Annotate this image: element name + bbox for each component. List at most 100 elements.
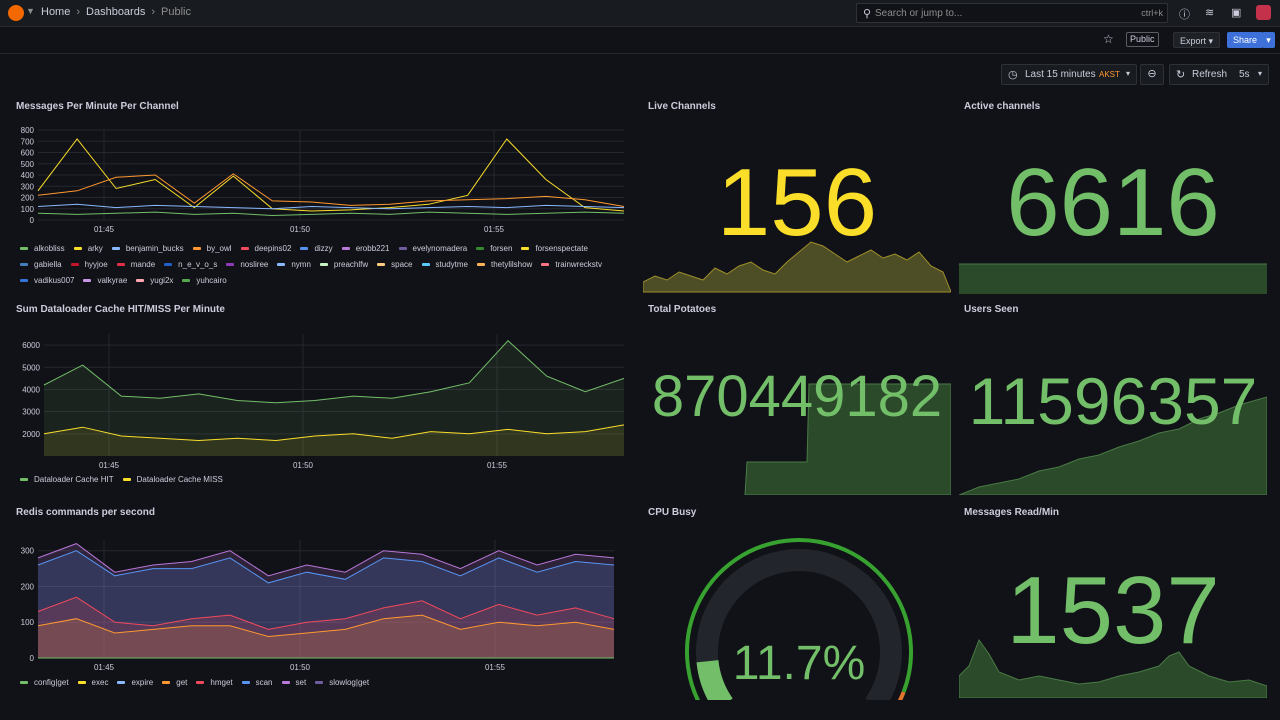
share-options-button[interactable]: ▾ (1262, 32, 1275, 48)
legend-label: set (295, 678, 307, 687)
legend-item[interactable]: mande (116, 257, 155, 273)
panel-title-total-potatoes[interactable]: Total Potatoes (648, 304, 717, 315)
panel-title-redis[interactable]: Redis commands per second (16, 507, 155, 518)
legend-item[interactable]: get (162, 678, 187, 687)
legend-swatch (277, 263, 286, 267)
panel-title-live-channels[interactable]: Live Channels (648, 101, 716, 112)
series-line[interactable] (37, 550, 615, 584)
panel-title-messages-read[interactable]: Messages Read/Min (964, 507, 1060, 518)
legend-item[interactable]: nymn (277, 257, 311, 273)
legend-item[interactable]: forsenspectate (521, 241, 588, 257)
legend-item[interactable]: slowlog|get (315, 678, 369, 687)
star-icon[interactable]: ☆ (1103, 32, 1114, 46)
legend-item[interactable]: evelynomadera (398, 241, 468, 257)
legend-item[interactable]: alkobliss (20, 241, 65, 257)
zoom-out-button[interactable]: ⊖ (1140, 64, 1164, 85)
legend-item[interactable]: deepins02 (240, 241, 291, 257)
legend-item[interactable]: yuhcairo (182, 273, 227, 289)
news-rss-icon[interactable]: ≋ (1205, 7, 1215, 19)
grafana-logo-icon[interactable] (8, 5, 24, 21)
legend-item[interactable]: scan (241, 678, 273, 687)
x-tick-label: 01:45 (99, 461, 120, 470)
legend-item[interactable]: trainwreckstv (541, 257, 602, 273)
legend-item[interactable]: Dataloader Cache HIT (20, 475, 114, 484)
legend-swatch (315, 681, 324, 685)
redis-commands-chart[interactable]: 0 100 200 300 01:45 01:50 01:55 (16, 532, 618, 676)
kiosk-monitor-icon[interactable]: ▣ (1231, 7, 1242, 19)
legend-swatch (196, 681, 205, 685)
legend-item[interactable]: Dataloader Cache MISS (122, 475, 223, 484)
series-line[interactable] (37, 543, 615, 577)
series-line[interactable] (37, 614, 615, 638)
legend-item[interactable]: expire (117, 678, 153, 687)
top-navbar: ▼ Home › Dashboards › Public ⚲ Search or jum… (0, 0, 1280, 27)
series-line[interactable] (37, 203, 625, 210)
legend-item[interactable]: studytme (421, 257, 468, 273)
messages-per-minute-chart[interactable]: 0 100 200 300 400 500 600 700 800 01:45 01:50 01:55 (16, 122, 628, 238)
legend-item[interactable]: thetylilshow (476, 257, 532, 273)
panel-title-cache[interactable]: Sum Dataloader Cache HIT/MISS Per Minute (16, 304, 225, 315)
series-area (38, 615, 614, 658)
refresh-button[interactable]: ↻ Refresh 5s ▾ (1169, 64, 1269, 85)
series-line[interactable] (37, 173, 625, 207)
breadcrumb-dashboards[interactable]: Dashboards (86, 6, 146, 18)
legend-item[interactable]: valkyrae (83, 273, 127, 289)
legend-swatch (541, 263, 550, 267)
legend-label: n_e_v_o_s (178, 260, 218, 269)
legend-item[interactable]: preachlfw (319, 257, 368, 273)
series-line[interactable] (37, 596, 615, 630)
legend-item[interactable]: arky (73, 241, 103, 257)
series-line[interactable] (43, 339, 625, 404)
legend-item[interactable]: exec (77, 678, 108, 687)
legend-label: hmget (210, 678, 233, 687)
help-icon[interactable]: ⓘ (1179, 9, 1190, 21)
panel-title-users-seen[interactable]: Users Seen (964, 304, 1019, 315)
refresh-interval[interactable]: 5s (1239, 69, 1250, 80)
legend-item[interactable]: vadikus007 (20, 273, 74, 289)
cache-hit-miss-chart[interactable]: 2000 3000 4000 5000 6000 01:45 01:50 01:55 (16, 326, 628, 472)
share-button[interactable]: Share (1227, 32, 1264, 48)
legend-item[interactable]: dizzy (300, 241, 333, 257)
search-input[interactable]: ⚲ Search or jump to... ctrl+k (856, 3, 1168, 23)
legend-label: evelynomadera (412, 244, 468, 253)
legend-item[interactable]: benjamin_bucks (111, 241, 184, 257)
legend-item[interactable]: space (377, 257, 413, 273)
legend-item[interactable]: forsen (476, 241, 512, 257)
series-line[interactable] (37, 211, 625, 217)
legend-item[interactable]: yugi2x (136, 273, 173, 289)
menu-chevron-down-icon[interactable]: ▼ (26, 6, 35, 16)
legend-item[interactable]: n_e_v_o_s (164, 257, 217, 273)
panel-title-active-channels[interactable]: Active channels (964, 101, 1041, 112)
panel-title-cpu-busy[interactable]: CPU Busy (648, 507, 697, 518)
time-range-picker[interactable]: ◷ Last 15 minutes AKST ▾ (1001, 64, 1137, 85)
legend-item[interactable]: config|get (20, 678, 69, 687)
timezone-label: AKST (1099, 70, 1120, 79)
dashboard-toolbar: ☆ Public Export ▾ Share ▾ (0, 27, 1280, 54)
legend-label: dizzy (314, 244, 333, 253)
legend-item[interactable]: gabiella (20, 257, 62, 273)
panel-title-messages[interactable]: Messages Per Minute Per Channel (16, 101, 179, 112)
x-tick-label: 01:55 (484, 225, 505, 234)
breadcrumb-home[interactable]: Home (41, 6, 71, 18)
legend-swatch (240, 247, 249, 251)
legend-item[interactable]: nosliree (226, 257, 268, 273)
legend-label: erobb221 (355, 244, 390, 253)
legend-item[interactable]: set (281, 678, 307, 687)
legend-item[interactable]: hyyjoe (70, 257, 108, 273)
y-tick-label: 3000 (22, 408, 40, 417)
x-tick-label: 01:55 (487, 461, 508, 470)
series-line[interactable] (37, 138, 625, 212)
y-tick-label: 5000 (22, 363, 40, 372)
export-button[interactable]: Export ▾ (1173, 32, 1221, 48)
legend-item[interactable]: hmget (196, 678, 233, 687)
chevron-down-icon: ▾ (1208, 36, 1214, 46)
cache-legend: Dataloader Cache HIT Dataloader Cache MIS… (20, 475, 630, 484)
legend-swatch (192, 247, 201, 251)
legend-swatch (300, 247, 309, 251)
legend-item[interactable]: by_owl (192, 241, 232, 257)
avatar[interactable] (1256, 5, 1271, 20)
series-line[interactable] (43, 424, 625, 442)
legend-label: alkobliss (34, 244, 65, 253)
legend-label: expire (131, 678, 154, 687)
legend-item[interactable]: erobb221 (341, 241, 390, 257)
